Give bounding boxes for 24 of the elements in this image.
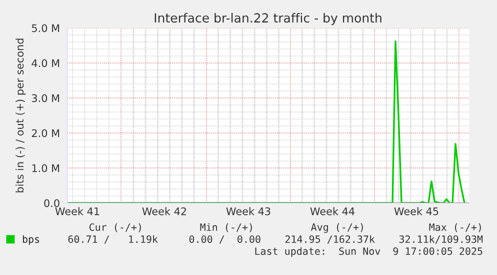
legend-label: bps <box>22 235 40 245</box>
y-tick-label: 5.0 M <box>32 24 60 32</box>
text: 0.00 / 0.00 <box>189 235 260 244</box>
text: Cur (-/+) <box>89 223 141 232</box>
y-tick-label: 1.0 M <box>32 164 60 172</box>
text: 60.71 / 1.19k <box>68 235 158 244</box>
y-tick-label: 0.0 <box>44 199 60 208</box>
x-tick-label: Week 42 <box>142 207 186 216</box>
y-tick-label: 3.0 M <box>32 94 60 102</box>
y-axis-title: bits in (-) / out (+) per second <box>16 38 26 192</box>
x-tick-label: Week 43 <box>226 207 270 216</box>
text: Min (-/+) <box>200 223 252 232</box>
text: Max (-/+) <box>429 223 481 232</box>
text: Avg (-/+) <box>311 223 363 233</box>
y-tick-label: 4.0 M <box>32 59 60 68</box>
y-tick-label: 2.0 M <box>32 129 60 138</box>
text: 214.95 /162.37k <box>285 235 375 244</box>
line-series <box>68 40 466 203</box>
x-tick-label: Week 41 <box>55 207 100 216</box>
chart-title: Interface br-lan.22 traffic - by month <box>154 12 382 26</box>
text: Last update: Sun Nov 9 17:00:05 2025 <box>255 247 482 257</box>
x-tick-label: Week 44 <box>310 207 354 216</box>
text: 32.11k/109.93M <box>399 235 483 244</box>
x-tick-label: Week 45 <box>394 207 438 216</box>
